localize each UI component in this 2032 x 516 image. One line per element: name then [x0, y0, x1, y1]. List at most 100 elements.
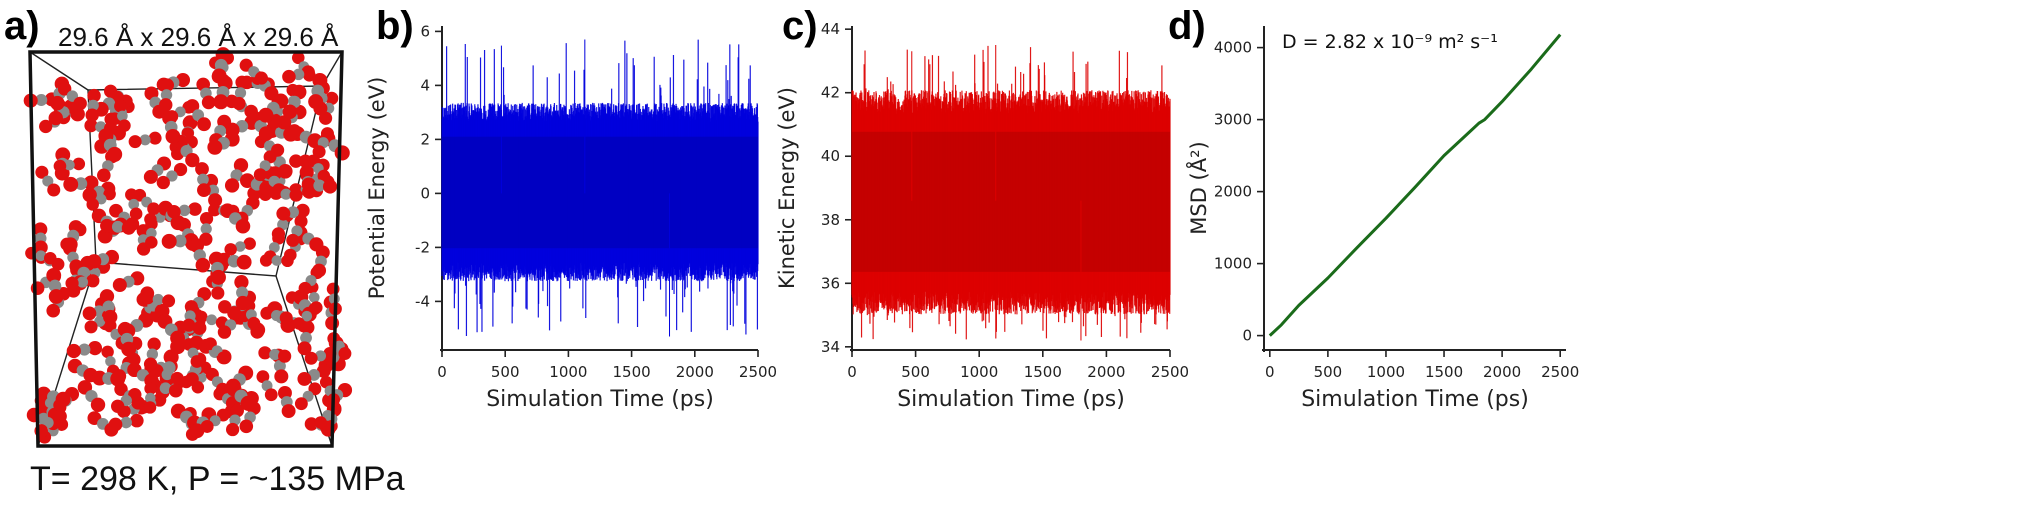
- oxygen-atom: [46, 267, 62, 283]
- oxygen-atom: [291, 84, 307, 100]
- carbon-atom: [42, 175, 54, 187]
- oxygen-atom: [87, 341, 103, 356]
- carbon-atom: [35, 250, 47, 262]
- oxygen-atom: [143, 357, 158, 371]
- oxygen-atom: [224, 243, 237, 256]
- oxygen-atom: [182, 318, 196, 332]
- y-tick-label: 6: [420, 22, 430, 40]
- oxygen-atom: [279, 311, 293, 325]
- conditions-label: T= 298 K, P = ~135 MPa: [30, 460, 405, 498]
- oxygen-atom: [240, 395, 256, 411]
- oxygen-atom: [156, 175, 170, 190]
- carbon-atom: [206, 314, 218, 326]
- oxygen-atom: [294, 214, 308, 228]
- x-tick-label: 2500: [1151, 363, 1189, 381]
- oxygen-atom: [167, 204, 181, 219]
- oxygen-atom: [282, 69, 296, 84]
- panel-label-d: d): [1168, 4, 1206, 48]
- carbon-atom: [236, 286, 249, 299]
- oxygen-atom: [282, 104, 298, 119]
- oxygen-atom: [148, 131, 162, 145]
- oxygen-atom: [308, 94, 324, 110]
- oxygen-atom: [314, 416, 327, 429]
- oxygen-atom: [247, 316, 261, 330]
- oxygen-atom: [145, 217, 158, 231]
- oxygen-atom: [208, 203, 221, 217]
- oxygen-atom: [308, 382, 322, 396]
- oxygen-atom: [90, 397, 106, 413]
- oxygen-atom: [101, 345, 114, 359]
- carbon-atom: [160, 89, 173, 101]
- carbon-atom: [292, 68, 305, 81]
- oxygen-atom: [207, 139, 223, 155]
- y-tick-label: 0: [1242, 327, 1252, 345]
- oxygen-atom: [254, 71, 268, 85]
- oxygen-atom: [39, 119, 53, 134]
- oxygen-atom: [128, 135, 142, 149]
- simulation-box-render: [23, 47, 353, 448]
- carbon-atom: [94, 315, 106, 327]
- oxygen-atom: [86, 198, 99, 211]
- oxygen-atom: [224, 178, 240, 193]
- msd-line: [1268, 33, 1562, 337]
- oxygen-atom: [190, 355, 204, 368]
- x-tick-label: 0: [847, 363, 857, 381]
- carbon-atom: [128, 198, 140, 210]
- x-tick-label: 1000: [549, 363, 587, 381]
- x-tick-label: 2500: [739, 363, 777, 381]
- y-tick-label: 44: [821, 20, 840, 38]
- msd-chart: 0 500 1000 1500 2000 2500 0 1000 2000 3000 4000 Sim…: [1185, 26, 1579, 412]
- carbon-atom: [234, 87, 247, 99]
- oxygen-atom: [211, 68, 227, 84]
- oxygen-atom: [274, 369, 289, 384]
- oxygen-atom: [55, 147, 71, 163]
- carbon-atom: [161, 368, 173, 381]
- carbon-atom: [105, 356, 116, 367]
- oxygen-atom: [264, 388, 278, 402]
- x-tick-label: 1000: [960, 363, 998, 381]
- oxygen-atom: [73, 96, 87, 111]
- carbon-atom: [76, 276, 89, 288]
- carbon-atom: [229, 414, 241, 426]
- oxygen-atom: [195, 162, 209, 176]
- x-tick-label: 2000: [676, 363, 714, 381]
- oxygen-atom: [48, 289, 64, 304]
- oxygen-atom: [103, 309, 118, 325]
- oxygen-atom: [211, 286, 225, 300]
- oxygen-atom: [284, 248, 297, 262]
- y-tick-label: 2000: [1214, 183, 1252, 201]
- potential-energy-chart: 0 500 1000 1500 2000 2500 -4 -2 0 2 4 6 Simulation T…: [365, 22, 777, 412]
- carbon-atom: [102, 300, 115, 313]
- oxygen-atom: [128, 387, 142, 402]
- oxygen-atom: [276, 206, 291, 221]
- y-tick-label: 3000: [1214, 111, 1252, 129]
- oxygen-atom: [53, 398, 66, 412]
- carbon-atom: [95, 193, 107, 205]
- oxygen-atom: [291, 51, 305, 65]
- y-tick-label: -4: [415, 292, 430, 310]
- carbon-atom: [48, 279, 62, 293]
- carbon-atom: [308, 292, 320, 303]
- oxygen-atom: [197, 117, 211, 132]
- oxygen-atom: [99, 289, 115, 304]
- oxygen-atom: [289, 154, 303, 168]
- oxygen-atom: [185, 99, 200, 113]
- carbon-atom: [166, 170, 178, 182]
- oxygen-atom: [260, 306, 274, 320]
- y-tick-label: 2: [420, 130, 430, 148]
- panel-label-b: b): [376, 4, 414, 48]
- oxygen-atom: [121, 220, 136, 235]
- oxygen-atom: [185, 372, 199, 386]
- oxygen-atom: [234, 275, 249, 290]
- oxygen-atom: [50, 95, 65, 111]
- oxygen-atom: [263, 150, 277, 164]
- oxygen-atom: [192, 321, 207, 335]
- trace-dense-band: [442, 136, 758, 249]
- oxygen-atom: [217, 325, 232, 339]
- oxygen-atom: [184, 300, 198, 314]
- oxygen-atom: [289, 188, 303, 202]
- oxygen-atom: [87, 88, 101, 103]
- oxygen-atom: [197, 183, 211, 197]
- oxygen-atom: [103, 187, 116, 201]
- carbon-atom: [152, 293, 164, 305]
